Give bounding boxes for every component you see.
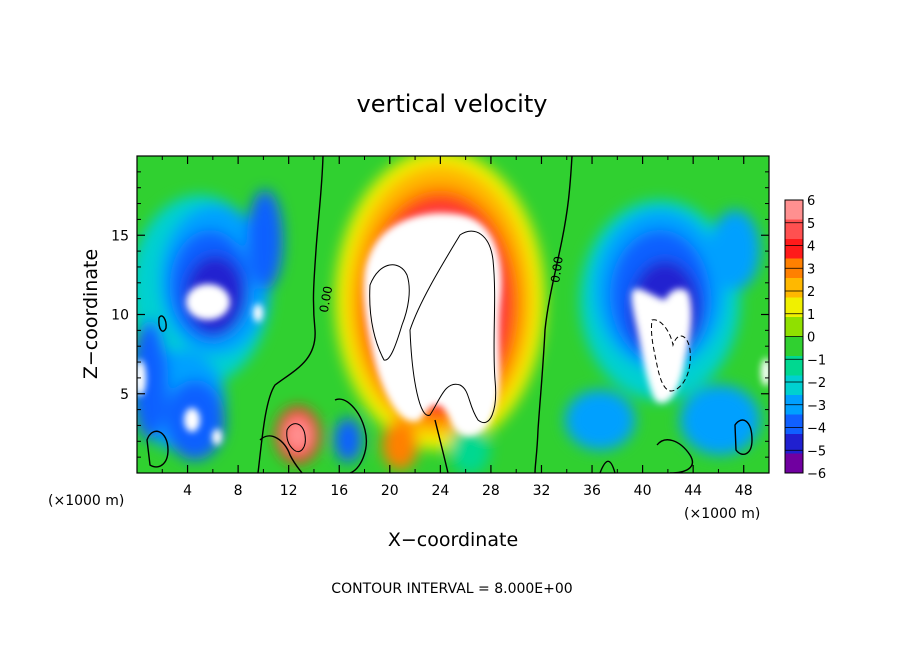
colorbar-band <box>785 434 803 454</box>
colorbar-band <box>785 453 803 474</box>
colorbar-label: 5 <box>807 217 815 232</box>
colorbar-label: −4 <box>807 422 826 437</box>
x-units-left: (×1000 m) <box>48 493 124 509</box>
x-tick-label: 24 <box>431 483 449 499</box>
x-tick-label: 36 <box>583 483 601 499</box>
colorbar-band <box>785 356 803 376</box>
colorbar-band <box>785 375 803 396</box>
y-axis-label: Z−coordinate <box>80 249 102 379</box>
chart-title: vertical velocity <box>357 90 548 118</box>
colorbar-label: 2 <box>807 285 815 300</box>
colorbar-label: 0 <box>807 331 815 346</box>
colorbar-band <box>785 219 803 240</box>
x-tick-label: 48 <box>735 483 753 499</box>
colorbar-label: 1 <box>807 308 815 323</box>
colorbar: 6 5 4 3 2 1 0 −1 −2 −3 −4 −5 −6 <box>784 194 826 482</box>
colorbar-band <box>785 239 803 259</box>
contour-field <box>137 156 769 473</box>
x-tick-label: 4 <box>183 483 192 499</box>
colorbar-label: −3 <box>807 399 826 414</box>
contour-interval-label: CONTOUR INTERVAL = 8.000E+00 <box>331 581 572 597</box>
x-tick-label: 28 <box>482 483 500 499</box>
y-tick-label: 10 <box>111 308 129 324</box>
colorbar-band <box>785 200 803 220</box>
colorbar-label: 3 <box>807 262 815 277</box>
contour-label: 0.00 <box>317 285 335 314</box>
colorbar-label: 6 <box>807 194 815 209</box>
x-tick-label: 40 <box>634 483 652 499</box>
y-tick-label: 5 <box>120 387 129 403</box>
colorbar-label: 4 <box>807 240 815 255</box>
x-tick-label: 20 <box>381 483 399 499</box>
y-axis: 5 10 15 <box>111 171 769 458</box>
colorbar-band <box>785 336 803 357</box>
x-tick-label: 16 <box>330 483 348 499</box>
x-tick-label: 8 <box>234 483 243 499</box>
x-tick-label: 32 <box>533 483 551 499</box>
x-axis: 4 8 12 16 20 24 28 32 36 40 44 48 <box>161 156 753 499</box>
x-tick-label: 44 <box>684 483 702 499</box>
colorbar-band <box>785 317 803 337</box>
colorbar-band <box>785 297 803 318</box>
colorbar-label: −6 <box>807 467 826 482</box>
contour-labels: 0.00 0.00 <box>317 255 566 313</box>
x-axis-label: X−coordinate <box>388 529 518 551</box>
x-tick-label: 12 <box>280 483 298 499</box>
y-tick-label: 15 <box>111 228 129 244</box>
colorbar-label: −5 <box>807 444 826 459</box>
colorbar-label: −1 <box>807 353 826 368</box>
colorbar-band <box>785 278 803 298</box>
colorbar-label: −2 <box>807 376 826 391</box>
x-units-right: (×1000 m) <box>684 506 760 522</box>
contour-label: 0.00 <box>548 255 566 283</box>
colorbar-band <box>785 414 803 435</box>
